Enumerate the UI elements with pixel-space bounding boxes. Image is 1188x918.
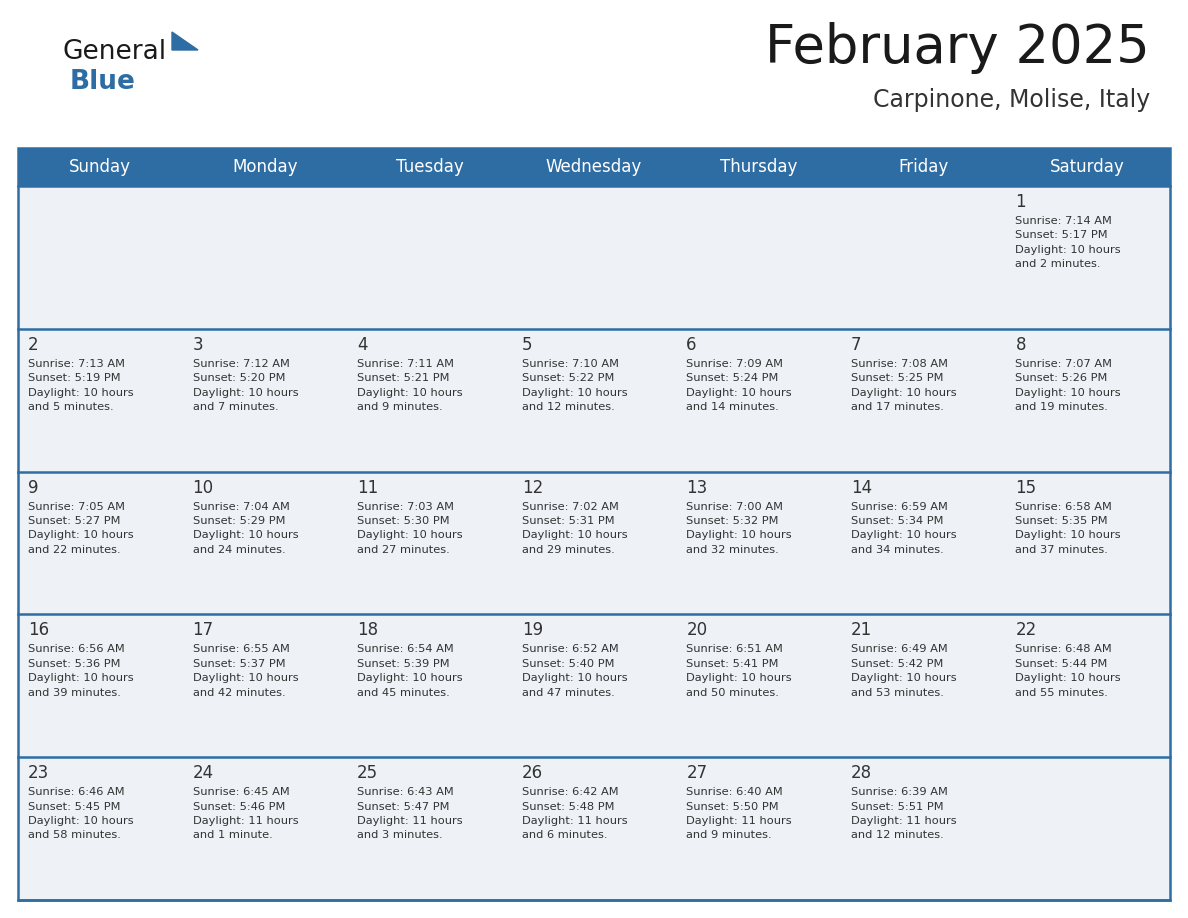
Text: Blue: Blue [70,69,135,95]
Text: Sunrise: 6:43 AM
Sunset: 5:47 PM
Daylight: 11 hours
and 3 minutes.: Sunrise: 6:43 AM Sunset: 5:47 PM Dayligh… [358,788,463,840]
Text: Sunrise: 7:11 AM
Sunset: 5:21 PM
Daylight: 10 hours
and 9 minutes.: Sunrise: 7:11 AM Sunset: 5:21 PM Dayligh… [358,359,463,412]
Text: 8: 8 [1016,336,1026,353]
Text: 10: 10 [192,478,214,497]
Text: Sunrise: 6:49 AM
Sunset: 5:42 PM
Daylight: 10 hours
and 53 minutes.: Sunrise: 6:49 AM Sunset: 5:42 PM Dayligh… [851,644,956,698]
Text: Sunrise: 6:55 AM
Sunset: 5:37 PM
Daylight: 10 hours
and 42 minutes.: Sunrise: 6:55 AM Sunset: 5:37 PM Dayligh… [192,644,298,698]
Bar [18,148,1170,900]
Text: 3: 3 [192,336,203,353]
Text: 23: 23 [29,764,49,782]
Text: 22: 22 [1016,621,1037,640]
Text: General: General [62,39,166,65]
Text: 9: 9 [29,478,38,497]
Text: 14: 14 [851,478,872,497]
Text: 21: 21 [851,621,872,640]
Text: 13: 13 [687,478,708,497]
Text: 17: 17 [192,621,214,640]
Text: Sunrise: 6:54 AM
Sunset: 5:39 PM
Daylight: 10 hours
and 45 minutes.: Sunrise: 6:54 AM Sunset: 5:39 PM Dayligh… [358,644,463,698]
Text: Sunrise: 7:10 AM
Sunset: 5:22 PM
Daylight: 10 hours
and 12 minutes.: Sunrise: 7:10 AM Sunset: 5:22 PM Dayligh… [522,359,627,412]
Text: 28: 28 [851,764,872,782]
Text: Sunrise: 6:48 AM
Sunset: 5:44 PM
Daylight: 10 hours
and 55 minutes.: Sunrise: 6:48 AM Sunset: 5:44 PM Dayligh… [1016,644,1121,698]
Text: 6: 6 [687,336,697,353]
Text: Sunrise: 7:05 AM
Sunset: 5:27 PM
Daylight: 10 hours
and 22 minutes.: Sunrise: 7:05 AM Sunset: 5:27 PM Dayligh… [29,501,133,554]
Bar [18,757,1170,900]
Text: 24: 24 [192,764,214,782]
Text: February 2025: February 2025 [765,22,1150,74]
Text: 7: 7 [851,336,861,353]
Text: 26: 26 [522,764,543,782]
Text: 27: 27 [687,764,707,782]
Text: Sunrise: 6:51 AM
Sunset: 5:41 PM
Daylight: 10 hours
and 50 minutes.: Sunrise: 6:51 AM Sunset: 5:41 PM Dayligh… [687,644,792,698]
Text: Monday: Monday [232,158,298,176]
Text: Sunrise: 6:39 AM
Sunset: 5:51 PM
Daylight: 11 hours
and 12 minutes.: Sunrise: 6:39 AM Sunset: 5:51 PM Dayligh… [851,788,956,840]
Text: 11: 11 [358,478,379,497]
Text: Sunrise: 6:42 AM
Sunset: 5:48 PM
Daylight: 11 hours
and 6 minutes.: Sunrise: 6:42 AM Sunset: 5:48 PM Dayligh… [522,788,627,840]
Text: Sunrise: 7:04 AM
Sunset: 5:29 PM
Daylight: 10 hours
and 24 minutes.: Sunrise: 7:04 AM Sunset: 5:29 PM Dayligh… [192,501,298,554]
Text: 18: 18 [358,621,378,640]
Text: Thursday: Thursday [720,158,797,176]
Polygon shape [172,32,198,50]
Text: Sunday: Sunday [69,158,132,176]
Text: Sunrise: 7:02 AM
Sunset: 5:31 PM
Daylight: 10 hours
and 29 minutes.: Sunrise: 7:02 AM Sunset: 5:31 PM Dayligh… [522,501,627,554]
Text: 5: 5 [522,336,532,353]
Text: Friday: Friday [898,158,948,176]
Text: Sunrise: 7:09 AM
Sunset: 5:24 PM
Daylight: 10 hours
and 14 minutes.: Sunrise: 7:09 AM Sunset: 5:24 PM Dayligh… [687,359,792,412]
Text: 15: 15 [1016,478,1037,497]
Bar [18,148,1170,186]
Text: Carpinone, Molise, Italy: Carpinone, Molise, Italy [873,88,1150,112]
Bar [18,329,1170,472]
Text: Sunrise: 7:14 AM
Sunset: 5:17 PM
Daylight: 10 hours
and 2 minutes.: Sunrise: 7:14 AM Sunset: 5:17 PM Dayligh… [1016,216,1121,269]
Text: Sunrise: 6:52 AM
Sunset: 5:40 PM
Daylight: 10 hours
and 47 minutes.: Sunrise: 6:52 AM Sunset: 5:40 PM Dayligh… [522,644,627,698]
Text: 19: 19 [522,621,543,640]
Text: Saturday: Saturday [1050,158,1125,176]
Text: Sunrise: 6:40 AM
Sunset: 5:50 PM
Daylight: 11 hours
and 9 minutes.: Sunrise: 6:40 AM Sunset: 5:50 PM Dayligh… [687,788,792,840]
Text: 12: 12 [522,478,543,497]
Text: 2: 2 [29,336,39,353]
Text: Sunrise: 7:08 AM
Sunset: 5:25 PM
Daylight: 10 hours
and 17 minutes.: Sunrise: 7:08 AM Sunset: 5:25 PM Dayligh… [851,359,956,412]
Text: Sunrise: 6:46 AM
Sunset: 5:45 PM
Daylight: 10 hours
and 58 minutes.: Sunrise: 6:46 AM Sunset: 5:45 PM Dayligh… [29,788,133,840]
Text: Sunrise: 7:13 AM
Sunset: 5:19 PM
Daylight: 10 hours
and 5 minutes.: Sunrise: 7:13 AM Sunset: 5:19 PM Dayligh… [29,359,133,412]
Text: Sunrise: 6:56 AM
Sunset: 5:36 PM
Daylight: 10 hours
and 39 minutes.: Sunrise: 6:56 AM Sunset: 5:36 PM Dayligh… [29,644,133,698]
Text: 4: 4 [358,336,367,353]
Text: 20: 20 [687,621,707,640]
Text: Sunrise: 6:58 AM
Sunset: 5:35 PM
Daylight: 10 hours
and 37 minutes.: Sunrise: 6:58 AM Sunset: 5:35 PM Dayligh… [1016,501,1121,554]
Text: 1: 1 [1016,193,1026,211]
Text: Tuesday: Tuesday [396,158,463,176]
Bar [18,614,1170,757]
Bar [18,472,1170,614]
Text: Sunrise: 7:12 AM
Sunset: 5:20 PM
Daylight: 10 hours
and 7 minutes.: Sunrise: 7:12 AM Sunset: 5:20 PM Dayligh… [192,359,298,412]
Text: Wednesday: Wednesday [545,158,643,176]
Text: 16: 16 [29,621,49,640]
Text: Sunrise: 6:59 AM
Sunset: 5:34 PM
Daylight: 10 hours
and 34 minutes.: Sunrise: 6:59 AM Sunset: 5:34 PM Dayligh… [851,501,956,554]
Text: Sunrise: 6:45 AM
Sunset: 5:46 PM
Daylight: 11 hours
and 1 minute.: Sunrise: 6:45 AM Sunset: 5:46 PM Dayligh… [192,788,298,840]
Text: Sunrise: 7:07 AM
Sunset: 5:26 PM
Daylight: 10 hours
and 19 minutes.: Sunrise: 7:07 AM Sunset: 5:26 PM Dayligh… [1016,359,1121,412]
Text: Sunrise: 7:03 AM
Sunset: 5:30 PM
Daylight: 10 hours
and 27 minutes.: Sunrise: 7:03 AM Sunset: 5:30 PM Dayligh… [358,501,463,554]
Text: 25: 25 [358,764,378,782]
Text: Sunrise: 7:00 AM
Sunset: 5:32 PM
Daylight: 10 hours
and 32 minutes.: Sunrise: 7:00 AM Sunset: 5:32 PM Dayligh… [687,501,792,554]
Bar [18,186,1170,329]
